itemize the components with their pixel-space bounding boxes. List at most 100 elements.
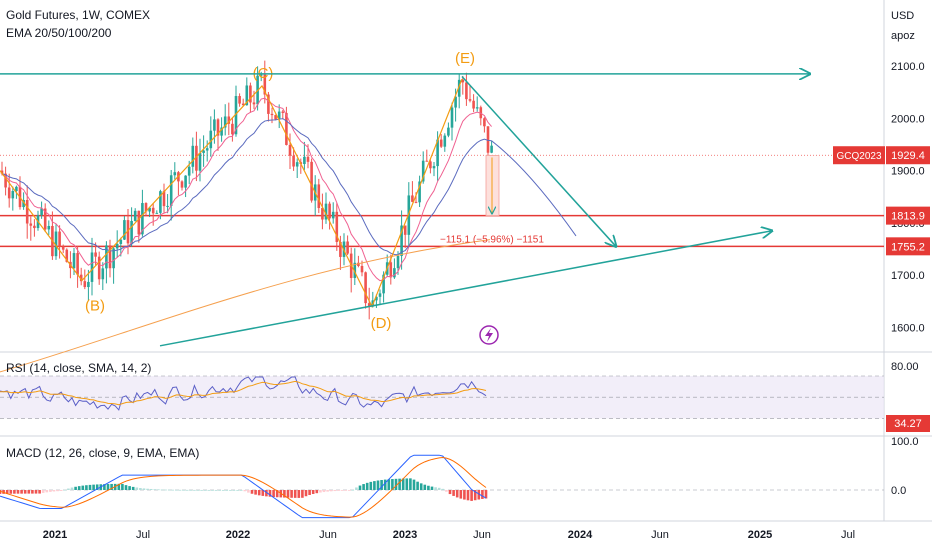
macd-histogram-bar[interactable] bbox=[146, 488, 149, 490]
macd-histogram-bar[interactable] bbox=[373, 481, 376, 490]
macd-histogram-bar[interactable] bbox=[308, 490, 311, 495]
symbol-badge[interactable] bbox=[833, 146, 885, 165]
candle-body[interactable] bbox=[112, 248, 115, 269]
macd-histogram-bar[interactable] bbox=[164, 489, 167, 491]
macd-histogram-bar[interactable] bbox=[409, 478, 412, 490]
macd-histogram-bar[interactable] bbox=[200, 489, 203, 491]
candle-body[interactable] bbox=[346, 241, 349, 254]
candle-body[interactable] bbox=[87, 281, 90, 288]
macd-histogram-bar[interactable] bbox=[369, 481, 373, 490]
macd-histogram-bar[interactable] bbox=[304, 490, 308, 497]
macd-histogram-bar[interactable] bbox=[362, 484, 365, 490]
macd-histogram-bar[interactable] bbox=[380, 479, 383, 490]
macd-histogram-bar[interactable] bbox=[355, 487, 358, 490]
macd-histogram-bar[interactable] bbox=[63, 489, 67, 491]
macd-histogram-bar[interactable] bbox=[344, 490, 347, 491]
macd-histogram-bar[interactable] bbox=[182, 489, 185, 491]
candle-body[interactable] bbox=[454, 96, 457, 108]
macd-histogram-bar[interactable] bbox=[311, 490, 315, 494]
candle-body[interactable] bbox=[421, 160, 425, 182]
macd-histogram-bar[interactable] bbox=[301, 490, 304, 498]
candle-body[interactable] bbox=[220, 127, 223, 136]
macd-histogram-bar[interactable] bbox=[236, 489, 239, 491]
candle-body[interactable] bbox=[15, 186, 18, 192]
wave-label[interactable]: (B) bbox=[85, 298, 105, 315]
macd-histogram-bar[interactable] bbox=[178, 489, 182, 491]
rsi-pane[interactable]: 80.00 34.27 bbox=[0, 361, 930, 432]
candle-body[interactable] bbox=[97, 256, 101, 280]
macd-histogram-bar[interactable] bbox=[427, 485, 430, 490]
macd-histogram-bar[interactable] bbox=[49, 490, 52, 492]
candle-body[interactable] bbox=[378, 293, 382, 297]
candle-body[interactable] bbox=[465, 82, 468, 100]
time-axis[interactable]: 2021 Jul 2022 Jun 2023 Jun 2024 Jun 2025 Jul bbox=[43, 529, 855, 541]
ema-200-line[interactable] bbox=[0, 239, 491, 373]
candle-body[interactable] bbox=[144, 203, 148, 212]
candle-body[interactable] bbox=[267, 94, 270, 114]
candle-body[interactable] bbox=[425, 160, 429, 162]
macd-histogram-bar[interactable] bbox=[225, 489, 229, 491]
candle-body[interactable] bbox=[198, 152, 202, 171]
candle-body[interactable] bbox=[241, 103, 245, 106]
candle-body[interactable] bbox=[328, 203, 331, 219]
candle-body[interactable] bbox=[33, 225, 36, 229]
macd-histogram-bar[interactable] bbox=[20, 490, 23, 494]
macd-histogram-bar[interactable] bbox=[286, 490, 290, 498]
macd-histogram-bar[interactable] bbox=[416, 481, 419, 490]
price-badge[interactable] bbox=[886, 237, 930, 256]
macd-histogram-bar[interactable] bbox=[337, 490, 340, 491]
macd-histogram-bar[interactable] bbox=[214, 489, 218, 491]
candle-body[interactable] bbox=[205, 148, 209, 151]
macd-histogram-bar[interactable] bbox=[430, 486, 434, 490]
candle-body[interactable] bbox=[105, 245, 108, 269]
macd-histogram-bar[interactable] bbox=[131, 486, 135, 490]
macd-histogram-bar[interactable] bbox=[398, 478, 401, 490]
candle-body[interactable] bbox=[25, 199, 29, 224]
rsi-signal-line[interactable] bbox=[0, 380, 487, 406]
macd-histogram-bar[interactable] bbox=[9, 490, 13, 494]
candle-body[interactable] bbox=[418, 181, 421, 203]
macd-histogram-bar[interactable] bbox=[329, 490, 333, 492]
macd-histogram-bar[interactable] bbox=[85, 485, 88, 490]
candle-body[interactable] bbox=[259, 74, 263, 76]
candle-body[interactable] bbox=[47, 225, 51, 230]
macd-histogram-bar[interactable] bbox=[27, 490, 31, 494]
candle-body[interactable] bbox=[357, 262, 360, 266]
candle-body[interactable] bbox=[306, 156, 310, 162]
lightning-icon[interactable] bbox=[479, 325, 499, 345]
ema-50-line[interactable] bbox=[1, 118, 492, 256]
macd-histogram-bar[interactable] bbox=[333, 490, 337, 492]
candle-body[interactable] bbox=[137, 210, 141, 235]
candle-body[interactable] bbox=[461, 79, 465, 83]
candle-body[interactable] bbox=[475, 107, 479, 109]
macd-histogram-bar[interactable] bbox=[358, 485, 362, 490]
macd-histogram-bar[interactable] bbox=[391, 479, 394, 490]
candle-body[interactable] bbox=[432, 166, 436, 169]
candle-body[interactable] bbox=[195, 145, 198, 171]
macd-histogram-bar[interactable] bbox=[254, 490, 257, 495]
macd-histogram-bar[interactable] bbox=[196, 489, 200, 491]
macd-histogram-bar[interactable] bbox=[232, 489, 236, 491]
macd-histogram-bar[interactable] bbox=[167, 489, 171, 491]
candle-body[interactable] bbox=[72, 253, 76, 269]
candle-body[interactable] bbox=[335, 211, 339, 242]
wave-label[interactable]: (E) bbox=[455, 50, 475, 67]
candle-body[interactable] bbox=[90, 252, 94, 282]
macd-histogram-bar[interactable] bbox=[38, 490, 41, 494]
macd-histogram-bar[interactable] bbox=[77, 486, 81, 490]
candle-body[interactable] bbox=[126, 220, 130, 244]
macd-histogram-bar[interactable] bbox=[211, 489, 214, 491]
candle-body[interactable] bbox=[331, 211, 335, 219]
macd-histogram-bar[interactable] bbox=[441, 488, 445, 490]
candle-body[interactable] bbox=[213, 119, 216, 131]
macd-histogram-bar[interactable] bbox=[92, 484, 95, 490]
candle-body[interactable] bbox=[54, 231, 58, 257]
candle-body[interactable] bbox=[429, 161, 432, 169]
macd-histogram-bar[interactable] bbox=[347, 490, 351, 491]
ascending-trendline[interactable] bbox=[159, 231, 772, 347]
macd-histogram-bar[interactable] bbox=[67, 488, 70, 490]
candle-body[interactable] bbox=[393, 268, 396, 278]
candle-body[interactable] bbox=[400, 225, 403, 256]
candle-body[interactable] bbox=[169, 175, 173, 206]
